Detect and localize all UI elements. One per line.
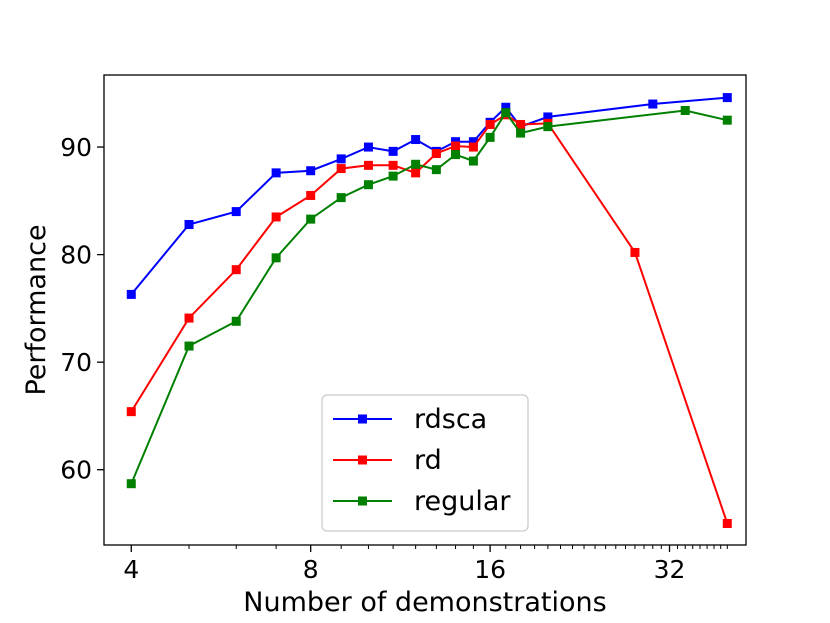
data-point-regular <box>126 479 136 489</box>
data-point-rdsca <box>411 135 421 145</box>
y-tick-label: 70 <box>60 348 92 377</box>
data-point-regular <box>411 159 421 169</box>
data-point-rd <box>388 160 398 170</box>
legend-label-rd: rd <box>414 445 442 476</box>
data-point-rd <box>451 141 461 151</box>
data-point-regular <box>485 132 495 142</box>
x-tick-label: 16 <box>474 555 506 584</box>
data-point-rd <box>126 407 136 417</box>
data-point-rd <box>184 313 194 323</box>
x-axis-label: Number of demonstrations <box>243 587 606 618</box>
data-point-regular <box>501 108 511 118</box>
data-point-rd <box>271 212 281 222</box>
data-point-rd <box>336 164 346 174</box>
data-point-rdsca <box>271 168 281 178</box>
legend: rdsca rd regular <box>321 394 529 532</box>
x-tick-label: 32 <box>654 555 686 584</box>
data-point-rdsca <box>501 102 511 112</box>
data-point-rdsca <box>306 166 316 176</box>
legend-marker-regular <box>358 496 367 506</box>
data-point-rd <box>468 142 478 152</box>
data-point-rdsca <box>363 142 373 152</box>
data-point-regular <box>468 156 478 166</box>
data-point-regular <box>722 115 732 125</box>
y-tick-label: 80 <box>60 241 92 270</box>
data-point-regular <box>388 171 398 181</box>
legend-label-regular: regular <box>414 486 511 517</box>
data-point-rdsca <box>722 93 732 103</box>
data-point-regular <box>271 253 281 263</box>
data-point-regular <box>451 150 461 160</box>
series-layer <box>126 93 732 528</box>
data-point-rd <box>306 190 316 200</box>
data-point-rd <box>431 149 441 159</box>
data-point-rd <box>516 119 526 129</box>
data-point-rd <box>630 247 640 257</box>
data-point-rdsca <box>336 154 346 164</box>
data-point-rdsca <box>543 112 553 122</box>
legend-label-rdsca: rdsca <box>414 404 487 435</box>
series-line-regular <box>130 109 728 485</box>
data-point-rd <box>722 518 732 528</box>
data-point-rdsca <box>231 207 241 217</box>
data-point-rd <box>411 168 421 178</box>
data-point-rdsca <box>184 219 194 229</box>
data-point-rd <box>231 265 241 275</box>
legend-marker-rdsca <box>358 414 367 424</box>
y-tick-label: 60 <box>60 456 92 485</box>
series-line-rd <box>130 113 729 524</box>
y-tick-label: 90 <box>60 133 92 162</box>
y-axis-label: Performance <box>21 224 52 395</box>
data-point-regular <box>680 105 690 115</box>
data-point-regular <box>363 180 373 190</box>
data-point-regular <box>184 341 194 351</box>
data-point-regular <box>231 316 241 326</box>
data-point-rd <box>485 119 495 129</box>
data-point-regular <box>516 128 526 138</box>
plot-frame <box>103 74 747 546</box>
series-regular <box>126 105 732 489</box>
data-point-regular <box>306 214 316 224</box>
data-point-rdsca <box>126 289 136 299</box>
data-point-regular <box>431 165 441 175</box>
data-point-regular <box>543 122 553 132</box>
x-tick-label: 4 <box>123 555 139 584</box>
axes-layer: 4 8 16 32 60 70 80 90 <box>60 133 728 584</box>
data-point-rd <box>363 160 373 170</box>
data-point-rdsca <box>648 99 658 109</box>
data-point-rdsca <box>468 137 478 147</box>
series-rd <box>126 110 732 528</box>
data-point-regular <box>336 193 346 203</box>
legend-marker-rd <box>358 455 367 465</box>
x-tick-label: 8 <box>303 555 319 584</box>
legend-box <box>321 394 529 532</box>
data-point-rdsca <box>388 146 398 156</box>
